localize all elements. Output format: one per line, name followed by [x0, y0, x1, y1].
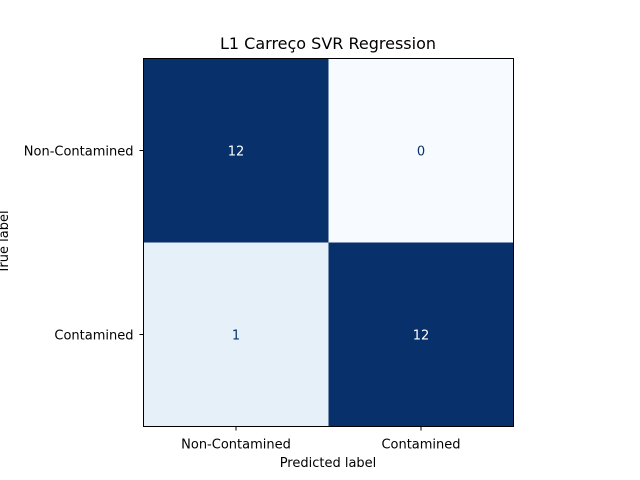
y-tick-label: Non-Contamined — [24, 145, 134, 160]
heatmap-cell — [143, 242, 329, 427]
heatmap-cell — [143, 58, 329, 243]
y-tick-label: Contamined — [54, 329, 133, 344]
chart-title: L1 Carreço SVR Regression — [220, 34, 436, 53]
cell-value-label: 12 — [413, 329, 430, 344]
plot-frame — [143, 58, 514, 427]
cell-value-label: 0 — [417, 145, 425, 160]
heatmap-cell-labels: 12 0 1 12 — [228, 145, 430, 344]
heatmap-cell — [328, 242, 514, 427]
cell-value-label: 1 — [232, 329, 240, 344]
x-tick-label: Contamined — [381, 438, 460, 453]
x-axis-label: Predicted label — [280, 456, 377, 471]
y-axis-ticks: Non-Contamined Contamined — [24, 145, 144, 344]
x-axis-ticks: Non-Contamined Contamined — [181, 426, 461, 453]
heatmap-cell — [328, 58, 514, 243]
y-axis-label: True label — [0, 210, 12, 274]
x-tick-label: Non-Contamined — [181, 438, 291, 453]
cell-value-label: 12 — [228, 145, 245, 160]
heatmap-cells — [143, 58, 514, 427]
